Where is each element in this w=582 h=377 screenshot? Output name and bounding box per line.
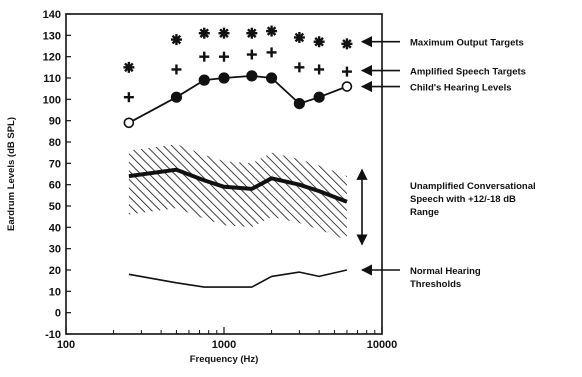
speech-range-hatch (128, 144, 347, 241)
y-tick-label: 70 (49, 158, 61, 170)
max-output-point (198, 27, 210, 39)
y-tick-label: 0 (55, 308, 61, 320)
speech-range-band (128, 144, 348, 241)
y-tick-label: 20 (49, 265, 61, 277)
speech-target-point (171, 64, 182, 75)
hearing-level-point (218, 72, 230, 84)
y-tick-label: 80 (49, 137, 61, 149)
y-tick-label: 40 (49, 222, 61, 234)
max-output-point (246, 27, 258, 39)
y-tick-label: 90 (49, 116, 61, 128)
y-axis-title: Eardrum Levels (dB SPL) (6, 117, 17, 231)
speech-target-point (294, 62, 305, 73)
speech-target-point (246, 49, 257, 60)
axis-text-layer: -10 0 10 20 30 40 50 60 70 80 90 100 110 120 130 140 100… (6, 9, 397, 365)
hearing-level-point (170, 91, 183, 103)
max-output-point (218, 27, 230, 39)
annotations-layer: Maximum Output Targets Amplified Speech T… (356, 36, 536, 290)
max-output-point (170, 34, 182, 46)
axes (65, 13, 383, 335)
max-output-point (313, 36, 325, 48)
y-tick-label: 130 (43, 30, 61, 42)
speech-target-point (199, 51, 210, 62)
max-output-point (341, 38, 353, 50)
speech-average-line (128, 167, 348, 204)
y-tick-label: 110 (43, 73, 61, 85)
y-tick-label: 50 (49, 201, 61, 213)
x-axis-title: Frequency (Hz) (190, 354, 259, 365)
max-output-label: Maximum Output Targets (410, 38, 524, 49)
hearing-level-point (313, 91, 325, 103)
y-tick-label: 120 (43, 52, 61, 64)
y-tick-label: 10 (49, 286, 61, 298)
x-tick-label: 1000 (212, 339, 236, 351)
speech-target-point (341, 66, 352, 77)
hearing-levels-label: Child's Hearing Levels (410, 83, 512, 94)
y-tick-label: 140 (43, 9, 61, 21)
speech-target-point (123, 92, 134, 103)
hearing-level-point (198, 74, 210, 86)
hearing-level-point (265, 72, 278, 84)
x-tick-label: 100 (57, 339, 75, 351)
speech-target-point (314, 64, 325, 75)
x-tick-label: 10000 (367, 339, 398, 351)
max-output-point (266, 25, 278, 37)
hearing-level-point (123, 117, 135, 129)
normal-hearing-line (128, 269, 348, 288)
y-tick-label: 60 (49, 180, 61, 192)
speech-target-label: Amplified Speech Targets (410, 67, 526, 78)
hearing-level-point (293, 97, 305, 110)
hearing-level-point (341, 81, 353, 92)
speech-target-point (266, 47, 277, 58)
speech-range-label: Unamplified Conversational Speech with +1… (410, 181, 536, 218)
y-tick-label: 30 (49, 244, 61, 256)
normal-hearing-label: Normal Hearing Thresholds (410, 266, 481, 290)
max-output-point (293, 31, 305, 43)
y-tick-label: -10 (45, 329, 61, 341)
hearing-level-point (246, 70, 258, 82)
speech-target-point (219, 51, 229, 62)
max-output-point (123, 61, 135, 73)
y-tick-label: 100 (43, 94, 61, 106)
series-layer (123, 25, 353, 288)
